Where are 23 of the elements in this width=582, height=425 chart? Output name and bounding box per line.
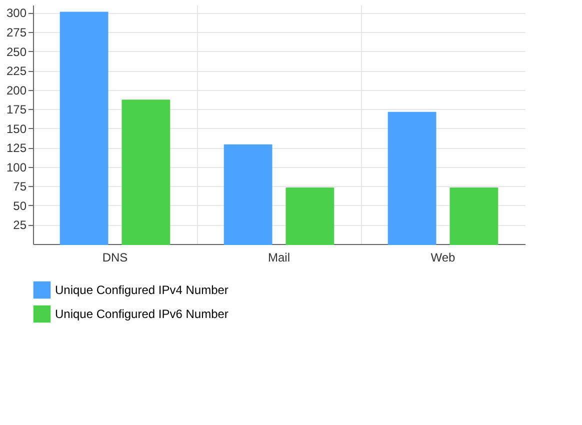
y-tick-label: 100 xyxy=(6,160,27,174)
y-tick-label: 150 xyxy=(6,122,27,136)
y-tick-label: 25 xyxy=(13,218,27,232)
y-tick-label: 300 xyxy=(6,6,27,20)
bar xyxy=(286,187,334,245)
y-tick-label: 225 xyxy=(6,64,27,78)
y-tick-label: 250 xyxy=(6,44,27,59)
y-tick-label: 175 xyxy=(6,102,27,117)
x-tick-label: Mail xyxy=(268,250,290,264)
x-tick-label: Web xyxy=(430,250,456,264)
y-tick-label: 125 xyxy=(6,141,27,156)
y-tick-label: 200 xyxy=(6,83,27,98)
y-tick-label: 75 xyxy=(13,180,27,194)
bar xyxy=(388,112,436,245)
legend-label: Unique Configured IPv6 Number xyxy=(55,307,228,321)
y-tick-label: 275 xyxy=(6,25,27,40)
legend-label: Unique Configured IPv4 Number xyxy=(55,283,228,297)
x-tick-label: DNS xyxy=(102,250,128,264)
bar xyxy=(122,100,170,245)
bar xyxy=(60,12,108,245)
bar xyxy=(224,144,272,245)
y-tick-label: 50 xyxy=(13,198,27,213)
bar xyxy=(450,187,498,245)
